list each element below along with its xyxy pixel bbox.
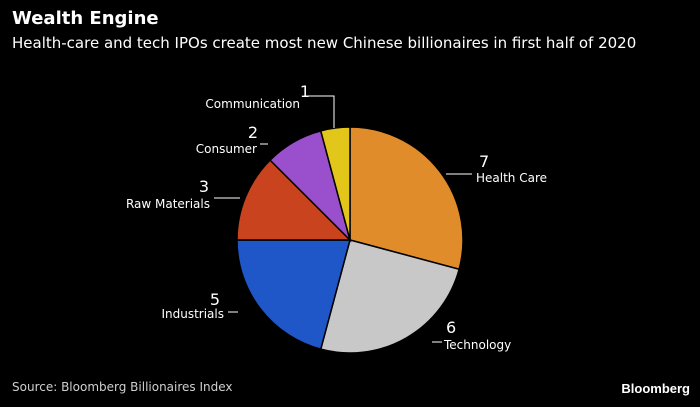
pie-leader-lines bbox=[214, 95, 472, 343]
chart-subtitle: Health-care and tech IPOs create most ne… bbox=[12, 34, 637, 52]
pie-slice-communication bbox=[319, 126, 351, 241]
value-label-consumer: 2 bbox=[248, 123, 258, 142]
pie-slice-industrials bbox=[236, 239, 351, 351]
leader-line-communication bbox=[304, 95, 335, 128]
pie-slices bbox=[236, 126, 464, 354]
value-label-health-care: 7 bbox=[479, 152, 489, 171]
value-label-technology: 6 bbox=[446, 318, 456, 337]
value-label-communication: 1 bbox=[300, 82, 310, 101]
category-label-raw-materials: Raw Materials bbox=[126, 197, 210, 211]
pie-slice-raw-materials bbox=[236, 159, 352, 241]
category-label-consumer: Consumer bbox=[196, 142, 257, 156]
chart-title: Wealth Engine bbox=[12, 8, 159, 29]
pie-slice-technology bbox=[319, 239, 461, 354]
category-label-industrials: Industrials bbox=[161, 307, 224, 321]
value-label-raw-materials: 3 bbox=[199, 177, 209, 196]
bloomberg-logo: Bloomberg bbox=[621, 381, 690, 396]
value-label-industrials: 5 bbox=[210, 290, 220, 309]
source-note: Source: Bloomberg Billionaires Index bbox=[12, 380, 233, 394]
pie-slice-health-care bbox=[349, 126, 464, 271]
category-label-technology: Technology bbox=[443, 338, 511, 352]
category-label-health-care: Health Care bbox=[476, 171, 547, 185]
category-label-communication: Communication bbox=[205, 97, 300, 111]
